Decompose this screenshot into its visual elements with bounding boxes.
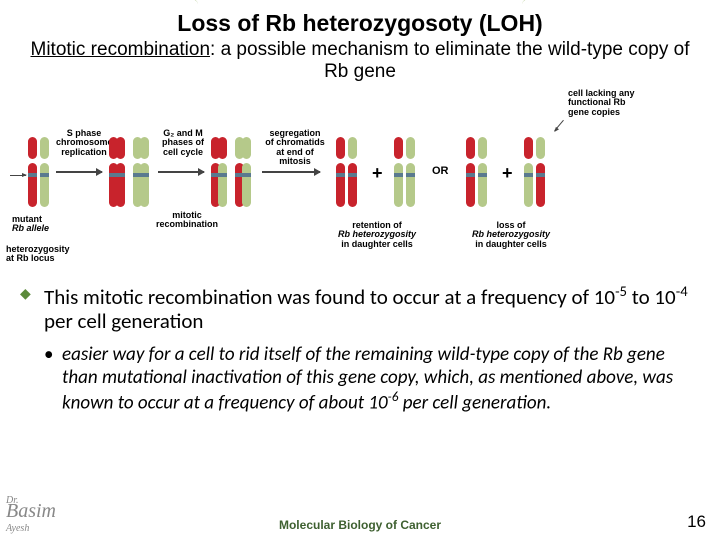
stage1-pair [28, 137, 49, 207]
arrow-g2m [158, 171, 204, 173]
label-g2m: G₂ and Mphases ofcell cycle [158, 129, 208, 157]
plus-b: + [502, 163, 513, 184]
label-heterozygosity: heterozygosityat Rb locus [6, 245, 70, 264]
label-segregation: segregationof chromatidsat end of mitosi… [262, 129, 328, 167]
page-number: 16 [687, 512, 706, 532]
slide-subtitle: Mitotic recombination: a possible mechan… [18, 39, 702, 83]
title-curve-left [0, 0, 198, 24]
mutant-allele-arrow [10, 175, 26, 176]
footer-title: Molecular Biology of Cancer [279, 518, 441, 532]
label-sphase: S phasechromosomereplication [56, 129, 112, 157]
label-cell-lacking: cell lacking anyfunctional Rbgene copies [568, 89, 642, 117]
author-logo: Dr. Basim Ayesh [6, 490, 56, 532]
arrow-segregation [262, 171, 320, 173]
body-text: This mitotic recombination was found to … [18, 283, 702, 415]
label-mitotic-recomb: mitoticrecombination [154, 211, 220, 230]
stage3-pair [212, 137, 250, 207]
outcome-a2 [394, 137, 415, 207]
outcome-b1 [466, 137, 487, 207]
title-curve-right [522, 0, 720, 24]
label-mutant: mutantRb allele [12, 215, 49, 234]
subtitle-underline: Mitotic recombination [31, 39, 211, 60]
bullet-main: This mitotic recombination was found to … [18, 283, 702, 335]
outcome-a1 [336, 137, 357, 207]
label-retention: retention ofRb heterozygosityin daughter… [334, 221, 420, 249]
plus-a: + [372, 163, 383, 184]
lacking-arrow [554, 120, 564, 131]
outcome-b2 [524, 137, 545, 207]
label-loss: loss ofRb heterozygosityin daughter cell… [468, 221, 554, 249]
stage2-pair [110, 137, 148, 207]
or-label: OR [432, 165, 449, 177]
subtitle-rest: : a possible mechanism to eliminate the … [210, 39, 689, 82]
loh-diagram: mutantRb allele heterozygosityat Rb locu… [18, 89, 702, 269]
arrow-replication [56, 171, 102, 173]
bullet-sub: easier way for a cell to rid itself of t… [18, 344, 702, 415]
